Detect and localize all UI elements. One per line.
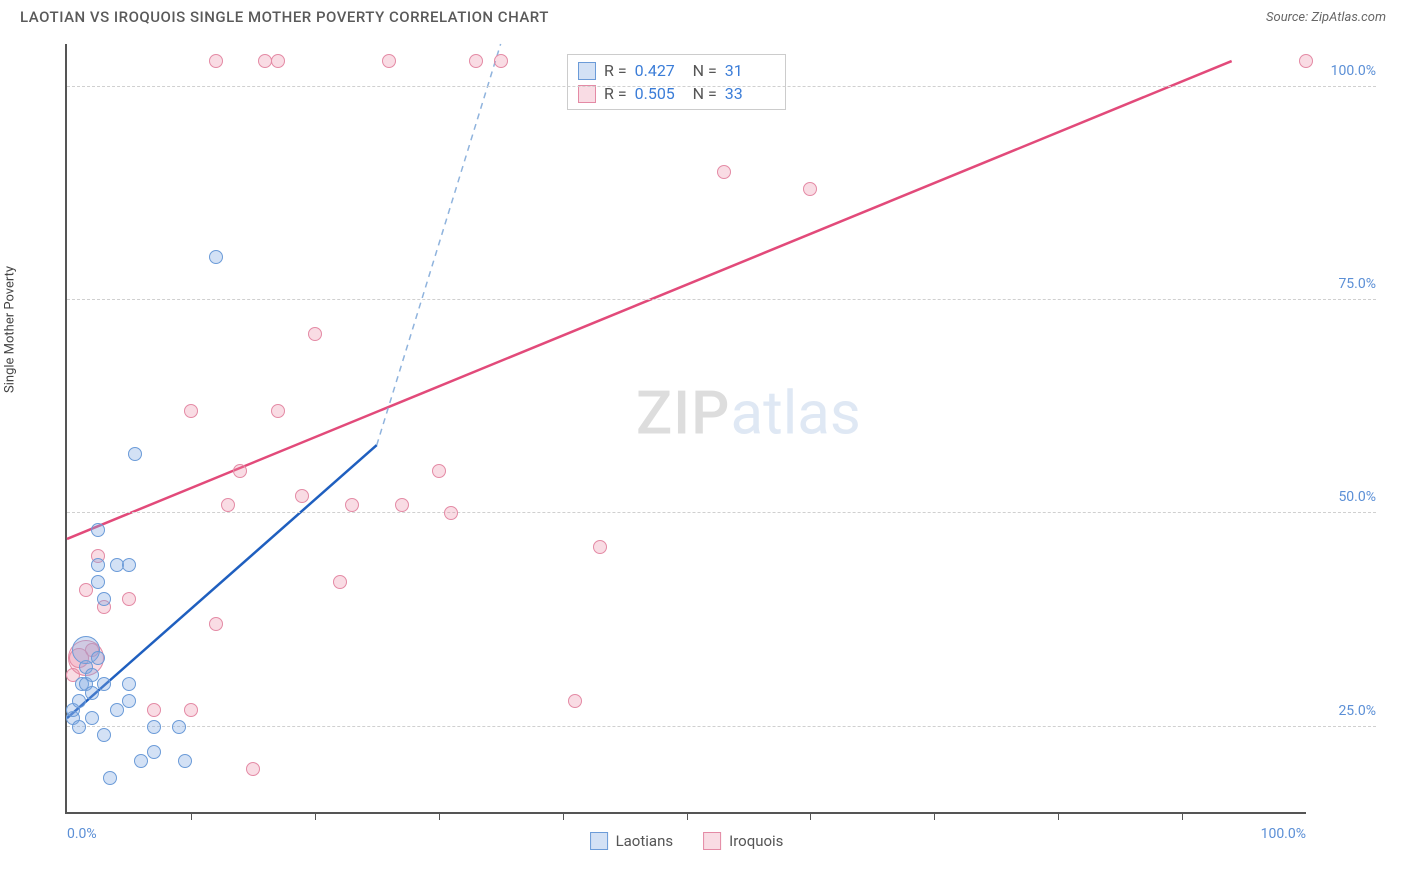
trend-line	[377, 44, 501, 445]
legend-swatch-laotians	[590, 832, 608, 850]
iroquois-point[interactable]	[122, 592, 136, 606]
grid-line	[67, 86, 1376, 87]
iroquois-point[interactable]	[593, 540, 607, 554]
swatch-iroquois	[578, 85, 596, 103]
x-tick	[934, 812, 935, 820]
y-tick-label: 50.0%	[1316, 489, 1376, 505]
iroquois-point[interactable]	[333, 575, 347, 589]
iroquois-point[interactable]	[147, 703, 161, 717]
grid-line	[67, 512, 1376, 513]
laotians-point[interactable]	[128, 447, 142, 461]
iroquois-point[interactable]	[432, 464, 446, 478]
chart-header: LAOTIAN VS IROQUOIS SINGLE MOTHER POVERT…	[0, 0, 1406, 30]
laotians-point[interactable]	[72, 720, 86, 734]
laotians-point[interactable]	[85, 686, 99, 700]
y-tick-label: 25.0%	[1316, 703, 1376, 719]
y-axis-label: Single Mother Poverty	[3, 266, 18, 393]
stats-box: R = 0.427 N = 31 R = 0.505 N = 33	[567, 54, 786, 110]
iroquois-point[interactable]	[803, 182, 817, 196]
iroquois-point[interactable]	[184, 703, 198, 717]
iroquois-point[interactable]	[246, 762, 260, 776]
x-tick	[315, 812, 316, 820]
grid-line	[67, 299, 1376, 300]
x-tick	[687, 812, 688, 820]
x-tick	[810, 812, 811, 820]
iroquois-point[interactable]	[494, 54, 508, 68]
laotians-point[interactable]	[178, 754, 192, 768]
laotians-point[interactable]	[85, 668, 99, 682]
y-tick-label: 75.0%	[1316, 276, 1376, 292]
laotians-point[interactable]	[147, 745, 161, 759]
iroquois-point[interactable]	[209, 54, 223, 68]
laotians-point[interactable]	[97, 677, 111, 691]
laotians-point[interactable]	[97, 728, 111, 742]
legend-swatch-iroquois	[703, 832, 721, 850]
iroquois-point[interactable]	[444, 506, 458, 520]
iroquois-point[interactable]	[184, 404, 198, 418]
plot-area: ZIPatlas R = 0.427 N = 31 R = 0.505 N = …	[65, 44, 1306, 814]
legend-item-laotians[interactable]: Laotians	[590, 832, 674, 850]
laotians-point[interactable]	[122, 677, 136, 691]
x-tick	[1058, 812, 1059, 820]
x-tick-label: 0.0%	[67, 826, 97, 842]
iroquois-point[interactable]	[271, 54, 285, 68]
x-tick	[191, 812, 192, 820]
iroquois-point[interactable]	[1299, 54, 1313, 68]
laotians-point[interactable]	[172, 720, 186, 734]
laotians-point[interactable]	[103, 771, 117, 785]
iroquois-point[interactable]	[395, 498, 409, 512]
laotians-point[interactable]	[122, 558, 136, 572]
iroquois-point[interactable]	[209, 617, 223, 631]
laotians-point[interactable]	[110, 703, 124, 717]
laotians-point[interactable]	[85, 711, 99, 725]
laotians-point[interactable]	[147, 720, 161, 734]
trend-lines	[67, 44, 1306, 812]
legend-item-iroquois[interactable]: Iroquois	[703, 832, 783, 850]
laotians-point[interactable]	[91, 651, 105, 665]
iroquois-point[interactable]	[345, 498, 359, 512]
laotians-point[interactable]	[97, 592, 111, 606]
legend: Laotians Iroquois	[590, 832, 784, 850]
stats-row-laotians: R = 0.427 N = 31	[578, 59, 775, 82]
iroquois-point[interactable]	[308, 327, 322, 341]
x-tick	[439, 812, 440, 820]
y-tick-label: 100.0%	[1316, 63, 1376, 79]
laotians-point[interactable]	[122, 694, 136, 708]
laotians-point[interactable]	[134, 754, 148, 768]
iroquois-point[interactable]	[271, 404, 285, 418]
trend-line	[67, 445, 377, 718]
swatch-laotians	[578, 62, 596, 80]
chart-source: Source: ZipAtlas.com	[1266, 10, 1386, 25]
chart-container: Single Mother Poverty ZIPatlas R = 0.427…	[20, 34, 1386, 864]
laotians-point[interactable]	[72, 694, 86, 708]
iroquois-point[interactable]	[79, 583, 93, 597]
iroquois-point[interactable]	[221, 498, 235, 512]
laotians-point[interactable]	[91, 575, 105, 589]
iroquois-point[interactable]	[233, 464, 247, 478]
laotians-point[interactable]	[91, 558, 105, 572]
iroquois-point[interactable]	[568, 694, 582, 708]
x-tick	[1182, 812, 1183, 820]
iroquois-point[interactable]	[717, 165, 731, 179]
iroquois-point[interactable]	[295, 489, 309, 503]
laotians-point[interactable]	[209, 250, 223, 264]
grid-line	[67, 726, 1376, 727]
iroquois-point[interactable]	[469, 54, 483, 68]
laotians-point[interactable]	[91, 523, 105, 537]
x-tick-label: 100.0%	[1261, 826, 1306, 842]
chart-title: LAOTIAN VS IROQUOIS SINGLE MOTHER POVERT…	[20, 8, 549, 26]
x-tick	[563, 812, 564, 820]
iroquois-point[interactable]	[382, 54, 396, 68]
